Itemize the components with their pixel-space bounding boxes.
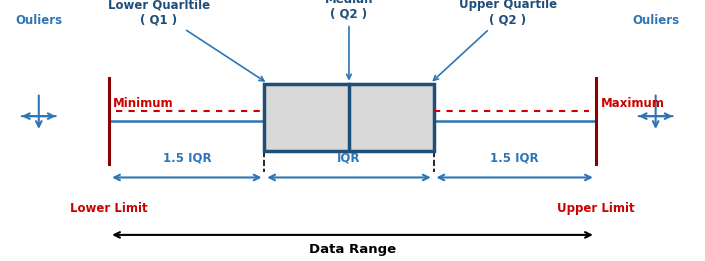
Text: Maximum: Maximum <box>601 97 666 110</box>
Text: IQR: IQR <box>337 151 361 164</box>
Text: 1.5 IQR: 1.5 IQR <box>163 151 211 164</box>
Text: Upper Quartile
( Q2 ): Upper Quartile ( Q2 ) <box>434 0 557 80</box>
Text: Lower Quarltile
( Q1 ): Lower Quarltile ( Q1 ) <box>108 0 264 81</box>
Bar <box>264 84 434 151</box>
Text: Minimum: Minimum <box>113 97 173 110</box>
Text: 1.5 IQR: 1.5 IQR <box>491 151 539 164</box>
Text: Median
( Q2 ): Median ( Q2 ) <box>325 0 373 79</box>
Text: Data Range: Data Range <box>309 243 396 256</box>
Text: Ouliers: Ouliers <box>16 14 62 27</box>
Text: Upper Limit: Upper Limit <box>557 202 634 215</box>
Text: Ouliers: Ouliers <box>632 14 679 27</box>
Text: Lower Limit: Lower Limit <box>70 202 148 215</box>
